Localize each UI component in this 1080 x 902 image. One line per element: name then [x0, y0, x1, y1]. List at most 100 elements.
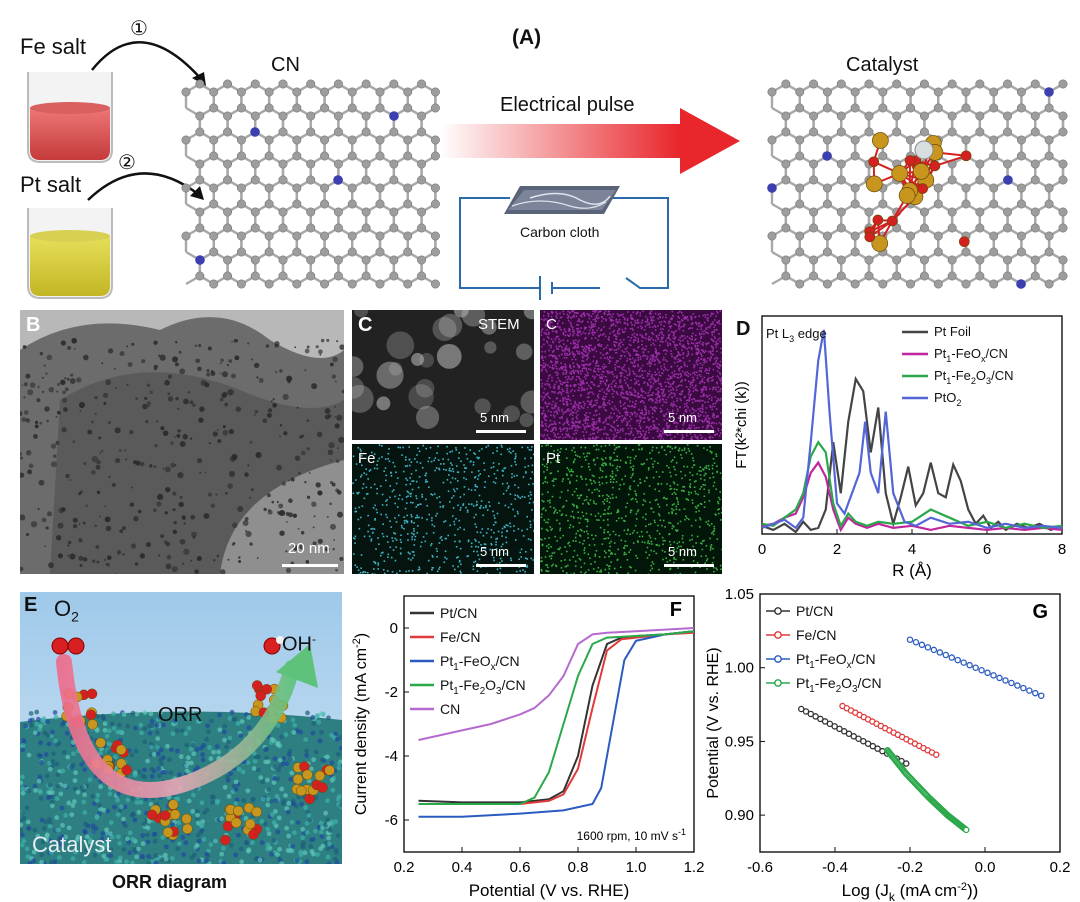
- g-xtick: 0.2: [1050, 859, 1071, 876]
- panel-e-letter: E: [24, 594, 38, 616]
- g-point: [1020, 684, 1027, 692]
- d-series-line: [761, 375, 1063, 534]
- fe-salt-label: Fe salt: [20, 34, 87, 59]
- pt-map-scale-label: 5 nm: [668, 544, 697, 559]
- g-point: [821, 718, 829, 725]
- pt-salt-beaker-icon: [27, 208, 113, 299]
- d-xtick: 4: [908, 541, 916, 558]
- orr-diagram-caption: ORR diagram: [112, 872, 228, 892]
- g-point: [954, 656, 961, 664]
- fe-map-label: Fe: [358, 450, 376, 467]
- pulse-arrow-icon: [440, 108, 740, 174]
- c-map-scale-label: 5 nm: [668, 410, 697, 425]
- g-point: [1037, 692, 1045, 699]
- panel-a-letter: (A): [512, 26, 542, 49]
- g-ytick: 0.90: [725, 807, 754, 824]
- circuit-icon: [459, 197, 669, 300]
- c-map-tile: C 5 nm: [540, 310, 722, 440]
- g-point: [932, 751, 940, 758]
- f-xtick: 0.6: [510, 859, 531, 876]
- f-legend-label: CN: [440, 701, 460, 717]
- g-ylabel: Potential (V vs. RHE): [705, 647, 722, 798]
- f-ytick: -6: [385, 812, 398, 829]
- g-ytick: 1.05: [725, 586, 754, 603]
- g-point: [930, 646, 938, 654]
- orr-label: ORR: [158, 704, 203, 726]
- tem-scale-bar: [282, 564, 338, 567]
- g-point: [855, 735, 862, 742]
- f-xtick: 0.8: [568, 859, 589, 876]
- d-series-line: [761, 440, 1063, 530]
- f-note: 1600 rpm, 10 mV s-1: [577, 827, 686, 843]
- panel-f-letter: F: [670, 599, 682, 621]
- d-annotation: Pt L3 edge: [766, 326, 827, 344]
- g-point: [845, 730, 853, 738]
- exafs-chart: 0 2 4 6 8 R (Å) FT(k²*chi (k)) Pt L3 edge Pt Foi…: [733, 315, 1066, 580]
- g-point: [1026, 687, 1033, 694]
- c-map-label: C: [546, 316, 557, 333]
- g-legend-label: Pt1-FeOx/CN: [796, 651, 876, 671]
- g-point: [948, 654, 956, 661]
- tem-image: B 20 nm: [20, 310, 344, 574]
- o2-label: O2: [54, 596, 79, 625]
- g-point: [906, 636, 914, 643]
- d-legend-label: Pt Foil: [934, 324, 971, 339]
- g-point: [802, 708, 810, 715]
- oh-molecule-icon: [263, 637, 281, 655]
- g-point: [978, 667, 985, 674]
- g-point: [984, 669, 991, 677]
- g-point: [874, 745, 881, 752]
- carbon-cloth-label: Carbon cloth: [520, 224, 600, 240]
- tafel-chart: -0.6 -0.4 -0.2 0.0 0.2 1.05 1.00 0.95 0.90 Log (J…: [705, 586, 1071, 902]
- f-xtick: 1.0: [626, 859, 647, 876]
- g-point: [912, 638, 920, 646]
- g-point: [1032, 689, 1039, 697]
- f-xtick: 0.2: [394, 859, 415, 876]
- d-xtick: 0: [758, 541, 766, 558]
- pt-map-tile: Pt 5 nm: [540, 444, 722, 574]
- f-series-line: [418, 630, 695, 818]
- g-point: [807, 710, 815, 718]
- g-legend-swatch: [774, 679, 782, 687]
- g-point: [798, 705, 805, 713]
- fe-map-scale-label: 5 nm: [480, 544, 509, 559]
- g-point: [826, 720, 834, 728]
- c-map-scale-bar: [664, 430, 714, 433]
- catalyst-surface-label: Catalyst: [32, 832, 112, 857]
- step2-arrow-icon: [87, 172, 199, 201]
- g-ytick: 0.95: [725, 733, 754, 750]
- g-legend-label: Fe/CN: [796, 627, 836, 643]
- panel-c-letter: C: [358, 314, 373, 336]
- fe-map-scale-bar: [476, 564, 526, 567]
- g-ytick: 1.00: [725, 660, 754, 677]
- step2-label: ②: [118, 152, 136, 174]
- catalyst-label: Catalyst: [846, 54, 919, 76]
- pt-salt-label: Pt salt: [20, 172, 82, 197]
- pt-map-scale-bar: [664, 564, 714, 567]
- stem-scale-bar: [476, 430, 526, 433]
- tem-scale-label: 20 nm: [288, 540, 330, 557]
- g-point: [831, 723, 838, 730]
- f-series-line: [418, 627, 695, 741]
- f-ytick: -2: [385, 684, 398, 701]
- g-xtick: -0.2: [897, 859, 923, 876]
- carbon-cloth-icon: [504, 186, 620, 214]
- f-xtick: 0.4: [452, 859, 473, 876]
- g-legend-swatch: [774, 655, 782, 663]
- g-xtick: -0.4: [822, 859, 848, 876]
- g-point: [972, 664, 979, 671]
- g-point: [918, 641, 926, 649]
- g-point: [966, 661, 973, 669]
- d-legend-label: Pt1-FeOx/CN: [934, 346, 1008, 364]
- step1-arrow-icon: [91, 41, 203, 81]
- d-xlabel: R (Å): [892, 561, 932, 580]
- cn-label: CN: [271, 54, 300, 76]
- g-point: [962, 826, 970, 834]
- o2-molecule-icon: [51, 637, 69, 655]
- d-series-line: [761, 460, 1063, 533]
- panel-d-letter: D: [736, 318, 751, 340]
- g-point: [1014, 682, 1021, 689]
- d-xtick: 6: [983, 541, 991, 558]
- g-point: [1008, 679, 1015, 687]
- cn-lattice-icon: [181, 79, 440, 289]
